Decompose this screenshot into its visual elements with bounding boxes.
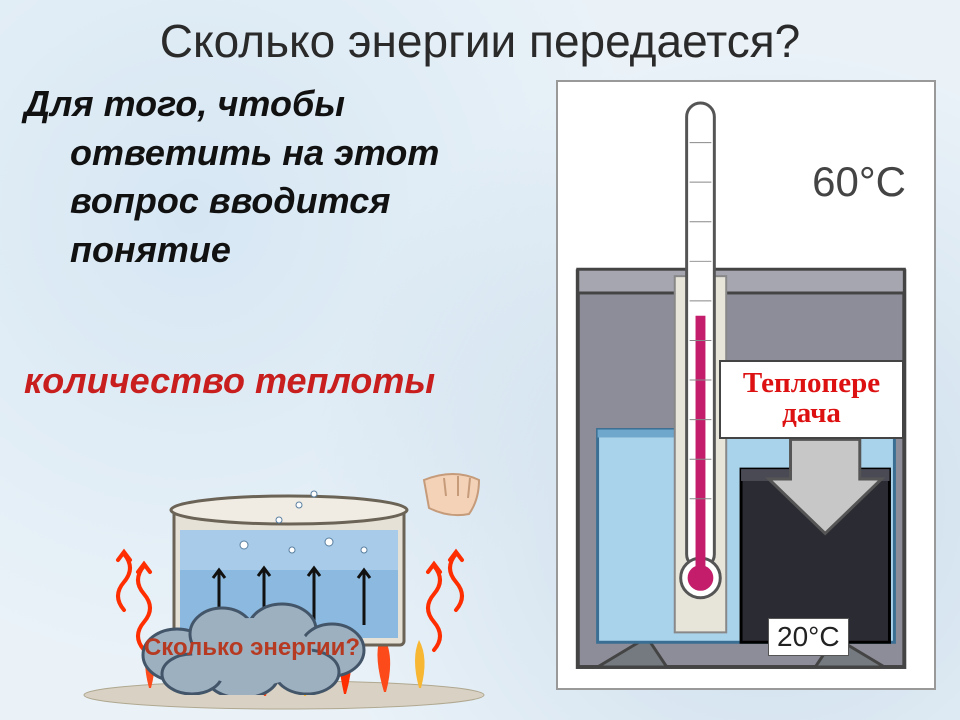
temp-high-label: 60°C [812,158,906,206]
slide-title: Сколько энергии передается? [24,14,936,68]
thermometer [681,103,721,598]
question-cloud: Сколько энергии? [132,600,372,695]
para-line1: Для того, чтобы [24,80,590,129]
hand-icon [424,474,479,515]
cloud-text: Сколько энергии? [144,635,360,660]
heat-transfer-label: Теплопере дача [719,360,904,439]
para-line4: понятие [70,229,231,270]
para-line3: вопрос вводится [70,180,390,221]
intro-paragraph: Для того, чтобы ответить на этот вопрос … [24,80,590,274]
heat-label-line2: дача [782,397,841,429]
heat-label-line1: Теплопере [743,367,880,399]
slide-root: Сколько энергии передается? Для того, чт… [0,0,960,720]
content-area: Для того, чтобы ответить на этот вопрос … [24,80,936,700]
thermometer-diagram: 60°C Теплопере дача 20°C [556,80,936,690]
concept-term: количество теплоты [24,360,544,402]
temp-low-label: 20°C [768,618,849,656]
pot-diagram: Сколько энергии? [64,450,504,710]
para-line2: ответить на этот [70,132,439,173]
